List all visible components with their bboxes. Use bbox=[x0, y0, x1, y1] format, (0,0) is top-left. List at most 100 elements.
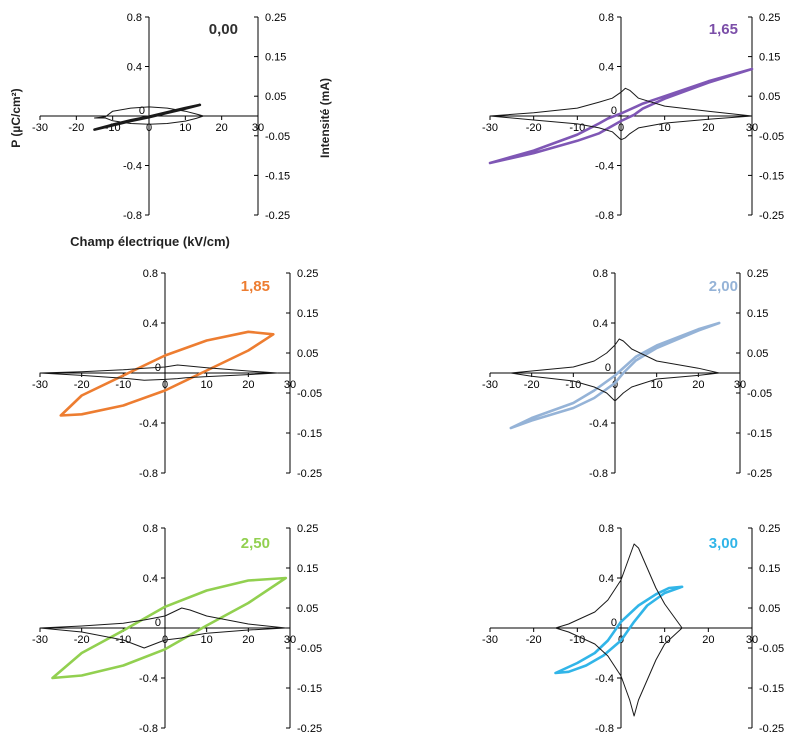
y-tick-label: 0.4 bbox=[599, 62, 614, 74]
x-tick-label: 10 bbox=[651, 379, 663, 391]
y-tick-label: -0.8 bbox=[139, 723, 158, 735]
x-tick-label: 30 bbox=[284, 634, 296, 646]
current-curve bbox=[39, 364, 278, 381]
y-tick-label: 0 bbox=[155, 617, 161, 629]
current-curve bbox=[489, 87, 753, 141]
y2-tick-label: -0.25 bbox=[265, 210, 290, 222]
x-tick-label: -20 bbox=[74, 634, 90, 646]
panel-title: 0,00 bbox=[209, 21, 238, 38]
y2-tick-label: -0.25 bbox=[747, 468, 772, 480]
y2-tick-label: 0.25 bbox=[297, 523, 318, 535]
panel-title: 1,65 bbox=[709, 21, 738, 38]
y-tick-label: 0 bbox=[139, 105, 145, 117]
chart-panel-1-65: -30 -20 -10 0 10 20 300.80.40-0.4-0.80.250.150… bbox=[482, 12, 784, 222]
y2-tick-label: 0.25 bbox=[297, 268, 318, 280]
x-tick-label: -30 bbox=[32, 122, 48, 134]
x-tick-label: 30 bbox=[734, 379, 746, 391]
x-tick-label: -30 bbox=[32, 379, 48, 391]
panel-title: 2,00 bbox=[709, 278, 738, 295]
current-curve bbox=[39, 607, 287, 649]
x-tick-label: 30 bbox=[284, 379, 296, 391]
y-tick-label: 0.8 bbox=[143, 268, 158, 280]
x-tick-label: -30 bbox=[482, 634, 498, 646]
y2-tick-label: -0.05 bbox=[759, 131, 784, 143]
y2-tick-label: 0.15 bbox=[759, 563, 780, 575]
y2-tick-label: -0.15 bbox=[759, 170, 784, 182]
x-tick-label: -10 bbox=[115, 379, 131, 391]
y2-tick-label: 0.25 bbox=[265, 12, 286, 24]
polarization-loop bbox=[509, 321, 721, 430]
chart-panel-1-85: -30 -20 -10 0 10 20 30 0.8 0.4 0 -0.4 -0.8 0.25 0.15 0… bbox=[32, 268, 322, 480]
polarization-loop bbox=[51, 576, 288, 680]
y2-tick-label: 0.05 bbox=[759, 91, 780, 103]
x-tick-label: 10 bbox=[659, 122, 671, 134]
x-tick-label: 0 bbox=[618, 122, 624, 134]
x-tick-label: 30 bbox=[746, 122, 758, 134]
y-tick-label: 0.8 bbox=[127, 12, 142, 24]
x-tick-label: 30 bbox=[252, 122, 264, 134]
chart-panel-2-00: -30 -20 -10 0 10 20 300.80.40-0.4-0.80.250.150… bbox=[482, 268, 772, 480]
y2-tick-label: -0.25 bbox=[759, 210, 784, 222]
x-tick-label: 0 bbox=[612, 379, 618, 391]
y2-tick-label: 0.15 bbox=[297, 563, 318, 575]
x-tick-label: 10 bbox=[179, 122, 191, 134]
y2-tick-label: 0.05 bbox=[747, 348, 768, 360]
x-tick-label: 10 bbox=[201, 634, 213, 646]
panel-title: 3,00 bbox=[709, 535, 738, 552]
current-curve bbox=[94, 106, 204, 125]
x-tick-label: 20 bbox=[692, 379, 704, 391]
x-tick-label: -30 bbox=[482, 122, 498, 134]
y-tick-label: 0.4 bbox=[143, 573, 158, 585]
x-tick-label: 20 bbox=[242, 379, 254, 391]
y-tick-label: -0.4 bbox=[139, 673, 158, 685]
current-curve bbox=[555, 543, 683, 717]
panel-title: 1,85 bbox=[241, 278, 270, 295]
y2-tick-label: -0.05 bbox=[759, 643, 784, 655]
y-tick-label: -0.8 bbox=[589, 468, 608, 480]
x-tick-label: 20 bbox=[216, 122, 228, 134]
y2-tick-label: 0.25 bbox=[759, 523, 780, 535]
panel-title: 2,50 bbox=[241, 535, 270, 552]
x-tick-label: 20 bbox=[702, 122, 714, 134]
y2-axis-label: Intensité (mA) bbox=[318, 78, 332, 158]
y2-tick-label: -0.15 bbox=[297, 683, 322, 695]
y2-tick-label: -0.15 bbox=[265, 170, 290, 182]
y-tick-label: -0.4 bbox=[123, 161, 142, 173]
y-tick-label: 0.8 bbox=[599, 523, 614, 535]
y-tick-label: 0.4 bbox=[143, 318, 158, 330]
y-tick-label: 0.8 bbox=[599, 12, 614, 24]
y2-tick-label: -0.15 bbox=[759, 683, 784, 695]
x-tick-label: 0 bbox=[162, 379, 168, 391]
y2-tick-label: -0.05 bbox=[265, 131, 290, 143]
x-tick-label: 0 bbox=[146, 122, 152, 134]
y-tick-label: -0.8 bbox=[595, 210, 614, 222]
y-tick-label: -0.4 bbox=[139, 418, 158, 430]
x-tick-label: 10 bbox=[659, 634, 671, 646]
y2-tick-label: -0.15 bbox=[297, 428, 322, 440]
y-tick-label: -0.8 bbox=[139, 468, 158, 480]
y-tick-label: -0.4 bbox=[595, 161, 614, 173]
y-tick-label: 0.8 bbox=[593, 268, 608, 280]
y2-tick-label: 0.05 bbox=[265, 91, 286, 103]
x-axis-label: Champ électrique (kV/cm) bbox=[70, 234, 230, 249]
y-tick-label: -0.8 bbox=[123, 210, 142, 222]
x-tick-label: 10 bbox=[201, 379, 213, 391]
y2-tick-label: -0.05 bbox=[747, 388, 772, 400]
y2-tick-label: 0.15 bbox=[759, 52, 780, 64]
chart-panel-2-50: -30 -20 -10 0 10 20 300.80.40-0.4-0.80.250.150… bbox=[32, 523, 322, 735]
y2-tick-label: 0.05 bbox=[297, 603, 318, 615]
polarization-loop bbox=[93, 103, 202, 131]
y-tick-label: -0.4 bbox=[595, 673, 614, 685]
x-tick-label: -20 bbox=[524, 379, 540, 391]
chart-panel-0-00: -30 -20 -10 0 10 20 300.80.40-0.4-0.80.250.150… bbox=[32, 12, 290, 222]
y-tick-label: 0.4 bbox=[593, 318, 608, 330]
y-tick-label: 0 bbox=[155, 362, 161, 374]
y2-tick-label: 0.15 bbox=[297, 308, 318, 320]
x-tick-label: -10 bbox=[569, 634, 585, 646]
y2-tick-label: 0.05 bbox=[297, 348, 318, 360]
polarization-loop bbox=[59, 330, 275, 417]
y-tick-label: 0.4 bbox=[127, 62, 142, 74]
y2-tick-label: -0.25 bbox=[297, 723, 322, 735]
x-tick-label: -20 bbox=[74, 379, 90, 391]
